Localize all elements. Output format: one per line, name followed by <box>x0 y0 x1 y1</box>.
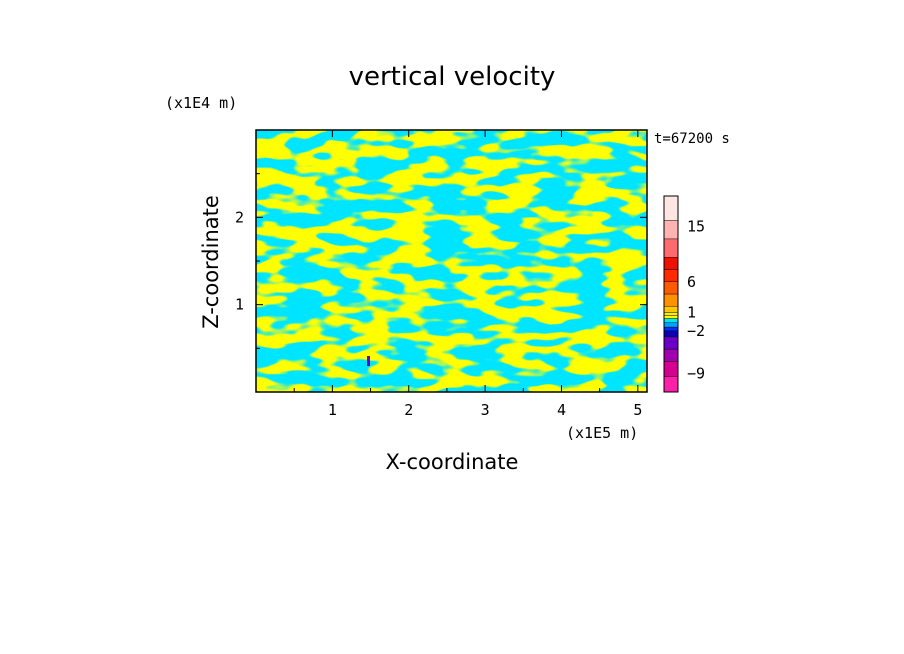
colorbar-level <box>663 315 679 319</box>
plot-area <box>256 130 647 392</box>
colorbar-level <box>663 281 679 295</box>
colorbar-tick-label: 15 <box>687 218 705 236</box>
colorbar-level <box>663 293 679 307</box>
colorbar-level <box>663 376 679 393</box>
negative-core-patch <box>367 356 370 366</box>
colorbar-tick-label: 6 <box>687 273 696 291</box>
colorbar-frame <box>663 195 679 393</box>
x-tick-label: 4 <box>557 401 566 419</box>
colorbar-level <box>663 220 679 240</box>
x-tick-label: 1 <box>328 401 337 419</box>
colorbar-level <box>663 306 679 313</box>
colorbar-tick-label: −9 <box>687 365 705 383</box>
colorbar-level <box>663 322 679 328</box>
colorbar-level <box>663 269 679 282</box>
colorbar-level <box>663 195 679 221</box>
x-tick-label: 3 <box>481 401 490 419</box>
colorbar-level <box>663 361 679 377</box>
colorbar-level <box>663 326 679 331</box>
y-tick-label: 2 <box>235 208 244 226</box>
y-ticks: 12 <box>235 173 647 349</box>
colorbar-level <box>663 348 679 362</box>
y-tick-label: 1 <box>235 296 244 314</box>
time-label: t=67200 s <box>654 131 730 147</box>
chart-title: vertical velocity <box>349 62 556 92</box>
colorbar-tick-label: −2 <box>687 322 705 340</box>
colorbar-level <box>663 318 679 323</box>
x-axis-label: X-coordinate <box>386 450 519 474</box>
x-ticks: 1 2 3 4 5 <box>293 130 642 419</box>
x-scale-label: (x1E5 m) <box>566 424 638 442</box>
colorbar-level <box>663 257 679 270</box>
colorbar-level <box>663 238 679 258</box>
colorbar-level <box>663 336 679 350</box>
y-axis-label: Z-coordinate <box>199 195 223 329</box>
x-tick-label: 2 <box>404 401 413 419</box>
colorbar-level <box>663 330 679 338</box>
colorbar-tick-label: 1 <box>687 303 696 321</box>
positive-velocity-contours <box>256 130 647 392</box>
colorbar-level <box>663 312 679 316</box>
x-tick-label: 5 <box>633 401 642 419</box>
colorbar <box>663 195 679 393</box>
y-scale-label: (x1E4 m) <box>165 94 237 112</box>
colorbar-labels: 15 6 1−2 −9 <box>687 218 705 383</box>
